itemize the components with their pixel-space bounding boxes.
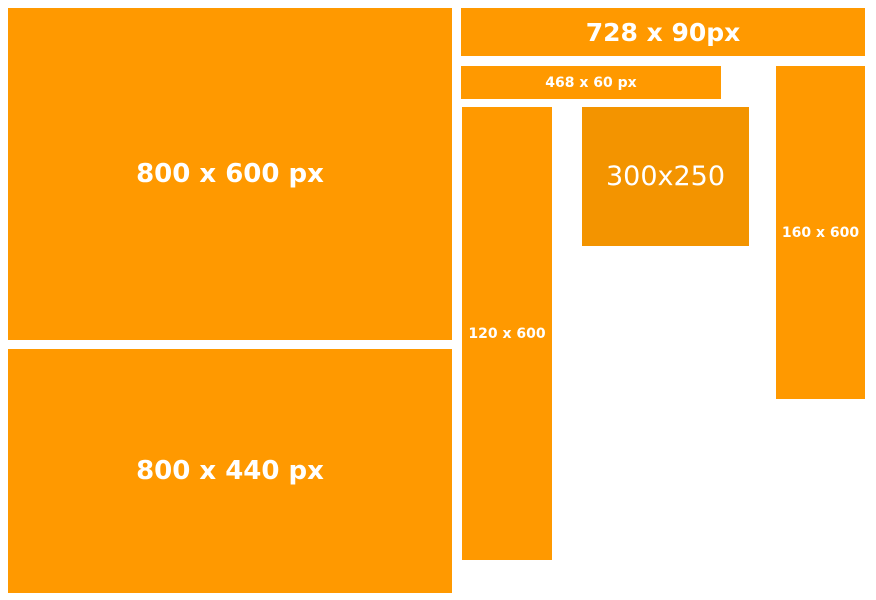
box-800x600-label: 800 x 600 px [136, 159, 324, 189]
box-468x60-label: 468 x 60 px [545, 74, 637, 91]
box-800x440: 800 x 440 px [8, 349, 452, 593]
box-728x90-label: 728 x 90px [585, 17, 741, 47]
box-160x600: 160 x 600 [776, 66, 865, 399]
box-120x600: 120 x 600 [462, 107, 552, 560]
box-120x600-label: 120 x 600 [468, 325, 546, 342]
box-800x440-label: 800 x 440 px [136, 456, 324, 486]
box-728x90: 728 x 90px [461, 8, 865, 56]
box-468x60: 468 x 60 px [461, 66, 721, 99]
box-300x250-label: 300x250 [605, 161, 726, 192]
box-300x250: 300x250 [582, 107, 749, 246]
box-160x600-label: 160 x 600 [781, 224, 860, 241]
box-800x600: 800 x 600 px [8, 8, 452, 340]
